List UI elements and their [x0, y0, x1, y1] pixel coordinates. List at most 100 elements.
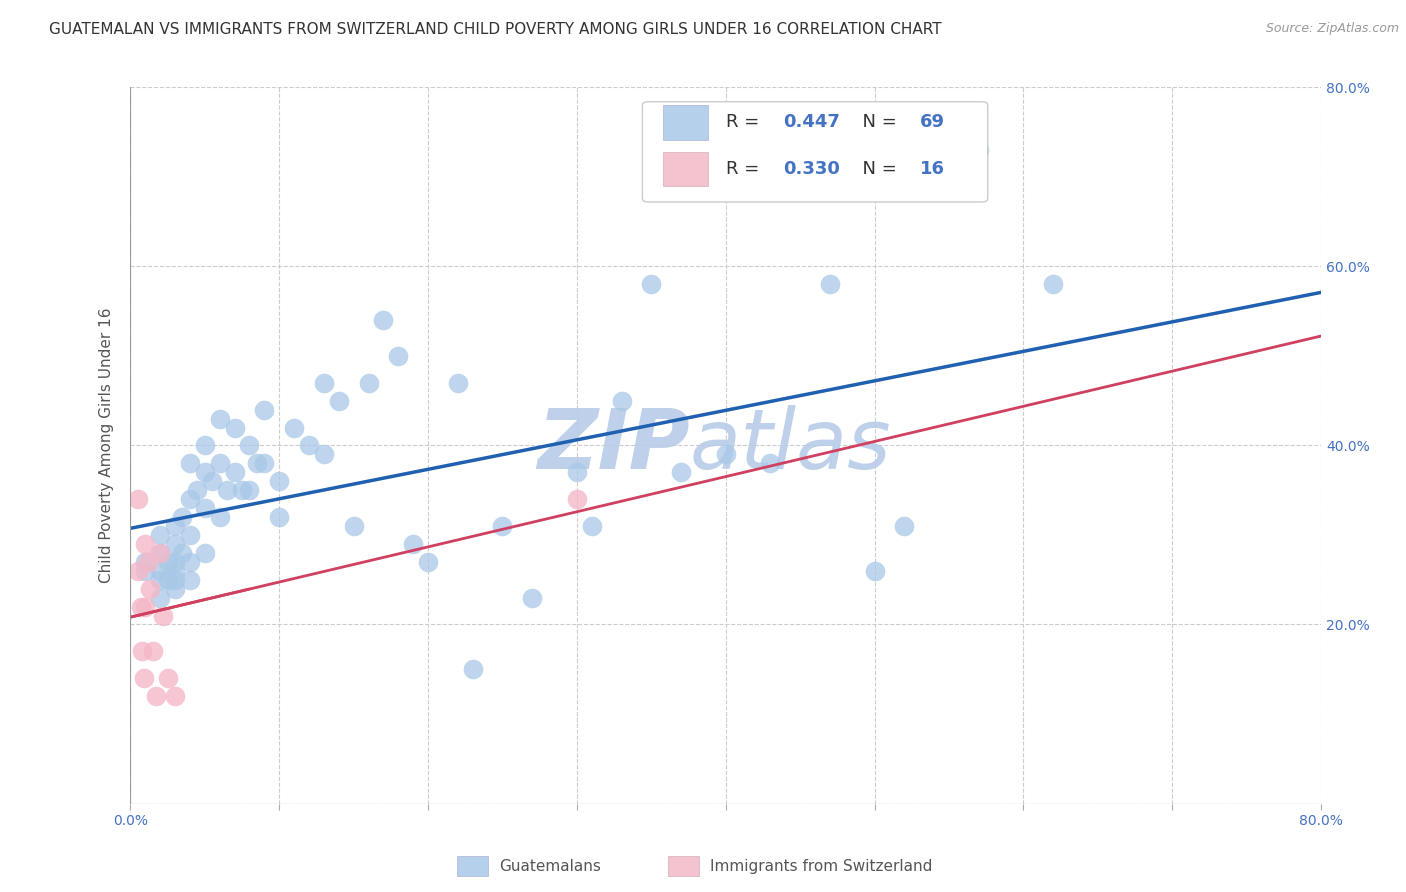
- Text: atlas: atlas: [690, 405, 891, 486]
- Point: [565, 466, 588, 480]
- Point: [163, 537, 186, 551]
- Point: [179, 555, 201, 569]
- Point: [163, 564, 186, 578]
- Point: [129, 599, 152, 614]
- Point: [522, 591, 544, 605]
- Point: [163, 582, 186, 596]
- Point: [194, 438, 217, 452]
- Point: [238, 483, 260, 498]
- Point: [156, 573, 179, 587]
- Point: [134, 599, 156, 614]
- Point: [194, 546, 217, 560]
- Point: [186, 483, 208, 498]
- Point: [253, 402, 276, 417]
- Point: [269, 510, 291, 524]
- Point: [298, 438, 321, 452]
- Point: [328, 393, 350, 408]
- Point: [373, 313, 395, 327]
- Point: [156, 671, 179, 685]
- Point: [759, 456, 782, 470]
- Text: N =: N =: [851, 160, 903, 178]
- Point: [1042, 277, 1064, 292]
- FancyBboxPatch shape: [643, 102, 988, 202]
- Point: [149, 564, 172, 578]
- Point: [127, 492, 149, 507]
- Point: [238, 438, 260, 452]
- Point: [132, 671, 155, 685]
- Text: GUATEMALAN VS IMMIGRANTS FROM SWITZERLAND CHILD POVERTY AMONG GIRLS UNDER 16 COR: GUATEMALAN VS IMMIGRANTS FROM SWITZERLAN…: [49, 22, 942, 37]
- Text: Source: ZipAtlas.com: Source: ZipAtlas.com: [1265, 22, 1399, 36]
- Point: [714, 447, 737, 461]
- Point: [172, 510, 194, 524]
- Point: [224, 466, 246, 480]
- Point: [136, 555, 159, 569]
- Point: [149, 591, 172, 605]
- Point: [893, 519, 915, 533]
- Point: [163, 573, 186, 587]
- Point: [581, 519, 603, 533]
- Text: N =: N =: [851, 113, 903, 131]
- Point: [201, 475, 224, 489]
- Point: [208, 411, 231, 425]
- Point: [194, 501, 217, 516]
- Point: [194, 466, 217, 480]
- Point: [610, 393, 633, 408]
- Text: 0.330: 0.330: [783, 160, 839, 178]
- Point: [179, 528, 201, 542]
- Point: [127, 564, 149, 578]
- Point: [134, 564, 156, 578]
- Point: [312, 447, 335, 461]
- Point: [131, 644, 153, 658]
- Point: [253, 456, 276, 470]
- Point: [179, 492, 201, 507]
- Point: [402, 537, 425, 551]
- Point: [163, 555, 186, 569]
- Point: [142, 644, 165, 658]
- Point: [863, 564, 886, 578]
- Point: [217, 483, 239, 498]
- Text: 16: 16: [920, 160, 945, 178]
- Point: [179, 573, 201, 587]
- Text: 0.447: 0.447: [783, 113, 839, 131]
- Point: [461, 662, 484, 676]
- Point: [246, 456, 269, 470]
- Point: [818, 277, 841, 292]
- Point: [208, 510, 231, 524]
- Point: [149, 573, 172, 587]
- FancyBboxPatch shape: [662, 105, 707, 140]
- Point: [669, 466, 692, 480]
- Point: [387, 349, 409, 363]
- Point: [640, 277, 662, 292]
- Point: [565, 492, 588, 507]
- Point: [156, 555, 179, 569]
- Point: [447, 376, 470, 390]
- Point: [224, 420, 246, 434]
- Point: [149, 546, 172, 560]
- Point: [416, 555, 439, 569]
- Point: [163, 519, 186, 533]
- Text: R =: R =: [725, 113, 765, 131]
- Point: [357, 376, 380, 390]
- Point: [179, 456, 201, 470]
- Point: [283, 420, 305, 434]
- Point: [208, 456, 231, 470]
- Point: [149, 528, 172, 542]
- Point: [269, 475, 291, 489]
- Point: [163, 689, 186, 703]
- Point: [491, 519, 513, 533]
- Y-axis label: Child Poverty Among Girls Under 16: Child Poverty Among Girls Under 16: [100, 308, 114, 583]
- Point: [134, 537, 156, 551]
- Point: [134, 555, 156, 569]
- Text: Immigrants from Switzerland: Immigrants from Switzerland: [710, 859, 932, 873]
- Text: 69: 69: [920, 113, 945, 131]
- Point: [231, 483, 253, 498]
- Point: [172, 546, 194, 560]
- Point: [312, 376, 335, 390]
- Point: [149, 546, 172, 560]
- Text: Guatemalans: Guatemalans: [499, 859, 600, 873]
- Point: [967, 143, 990, 157]
- Point: [152, 608, 174, 623]
- FancyBboxPatch shape: [662, 152, 707, 186]
- Point: [343, 519, 366, 533]
- Point: [145, 689, 167, 703]
